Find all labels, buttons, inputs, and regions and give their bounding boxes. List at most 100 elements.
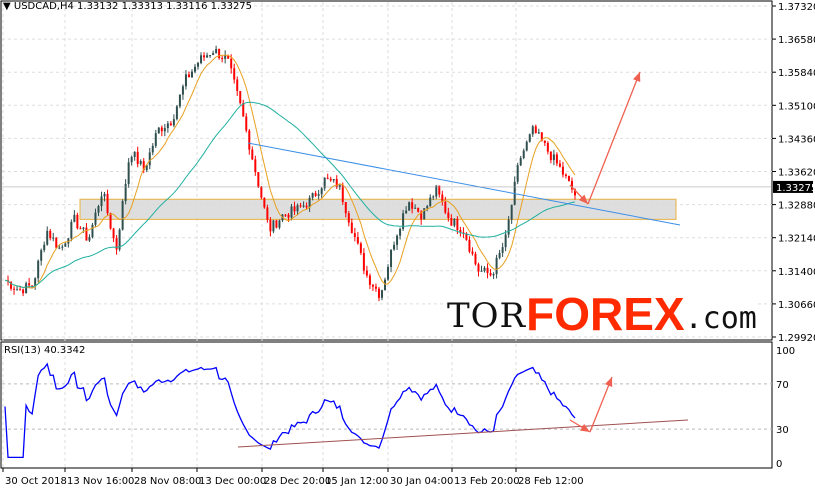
candle-body xyxy=(387,266,390,280)
candle-body xyxy=(408,202,411,211)
candle-body xyxy=(423,208,426,220)
candle-body xyxy=(414,207,417,209)
candle-body xyxy=(157,127,160,134)
candle-body xyxy=(19,289,22,291)
x-tick-label: 30 Jan 04:00 xyxy=(390,476,453,487)
candle-body xyxy=(537,132,540,134)
candle-body xyxy=(224,55,227,59)
rsi-arrow-up-head xyxy=(604,377,613,387)
candle-body xyxy=(31,285,34,287)
candle-body xyxy=(16,289,19,291)
candle-body xyxy=(426,206,429,209)
candle-body xyxy=(335,179,338,188)
candle-body xyxy=(377,288,380,298)
candle-body xyxy=(528,134,531,142)
candle-body xyxy=(429,197,432,207)
x-tick-label: 28 Feb 12:00 xyxy=(518,476,584,487)
candle-body xyxy=(320,188,323,195)
candle-body xyxy=(121,201,124,230)
candle-body xyxy=(564,174,567,176)
candle-body xyxy=(417,207,420,212)
candle-body xyxy=(356,237,359,244)
candle-body xyxy=(552,154,555,161)
logo-tor: TOR xyxy=(447,296,527,336)
candle-body xyxy=(302,205,305,207)
candle-body xyxy=(456,218,459,231)
candle-body xyxy=(290,206,293,218)
candle-body xyxy=(163,128,166,132)
candle-body xyxy=(94,212,97,225)
candle-body xyxy=(145,165,148,171)
candle-body xyxy=(34,278,37,287)
candle-body xyxy=(347,213,350,223)
candle-body xyxy=(175,106,178,120)
candle-body xyxy=(368,275,371,285)
descending-trendline xyxy=(247,142,681,226)
candle-body xyxy=(97,206,100,213)
candle-body xyxy=(516,165,519,182)
candle-body xyxy=(308,197,311,208)
candle-body xyxy=(200,55,203,64)
candle-body xyxy=(46,230,49,245)
candle-body xyxy=(194,66,196,72)
candle-body xyxy=(106,193,109,214)
candle-body xyxy=(317,194,320,196)
candle-body xyxy=(248,130,251,150)
candle-body xyxy=(435,185,438,197)
candle-body xyxy=(447,212,450,219)
candle-body xyxy=(260,186,263,198)
candle-body xyxy=(37,260,40,279)
candle-body xyxy=(85,227,88,241)
candle-body xyxy=(269,219,272,232)
candle-body xyxy=(218,49,221,59)
chart-header: ▼ USDCAD,H4 1.33132 1.33313 1.33116 1.33… xyxy=(3,1,252,12)
symbol-label: USDCAD,H4 xyxy=(13,1,74,12)
y-tick-label: 1.36580 xyxy=(778,35,815,46)
candle-body xyxy=(561,166,564,175)
candle-body xyxy=(178,94,181,107)
candle-body xyxy=(486,267,489,274)
candle-body xyxy=(242,103,245,117)
candle-body xyxy=(344,202,347,214)
candle-body xyxy=(88,237,91,241)
rsi-tick-label: 0 xyxy=(776,459,782,470)
candle-body xyxy=(49,230,52,239)
x-tick-label: 15 Jan 12:00 xyxy=(325,476,388,487)
candle-body xyxy=(284,214,287,216)
dropdown-icon[interactable]: ▼ xyxy=(3,1,11,12)
candle-body xyxy=(477,264,480,272)
candle-body xyxy=(323,177,326,189)
candle-body xyxy=(519,157,522,166)
candle-body xyxy=(299,205,302,207)
logo-com: .com xyxy=(684,301,757,336)
candle-body xyxy=(278,220,281,228)
rsi-arrow-up xyxy=(589,376,613,433)
candle-body xyxy=(399,228,402,236)
open-value: 1.33132 xyxy=(77,1,119,12)
candle-body xyxy=(136,151,139,164)
candle-body xyxy=(405,210,408,214)
x-tick-label: 13 Nov 16:00 xyxy=(67,476,134,487)
candle-body xyxy=(148,152,151,166)
candle-body xyxy=(474,253,477,265)
candle-body xyxy=(296,205,299,212)
low-value: 1.33116 xyxy=(166,1,208,12)
candle-body xyxy=(275,220,278,228)
candle-body xyxy=(154,133,157,146)
candle-body xyxy=(326,177,329,179)
candle-body xyxy=(263,197,266,208)
candle-body xyxy=(169,123,172,126)
support-zone xyxy=(79,198,677,220)
rsi-line xyxy=(4,362,576,459)
candle-body xyxy=(374,286,377,289)
candle-body xyxy=(558,163,561,167)
candle-body xyxy=(311,193,314,198)
candle-body xyxy=(287,214,290,218)
candle-body xyxy=(236,79,239,92)
candle-body xyxy=(184,74,187,87)
candle-body xyxy=(70,221,73,239)
candle-body xyxy=(453,218,456,226)
candle-body xyxy=(305,205,308,208)
candle-body xyxy=(411,202,414,209)
